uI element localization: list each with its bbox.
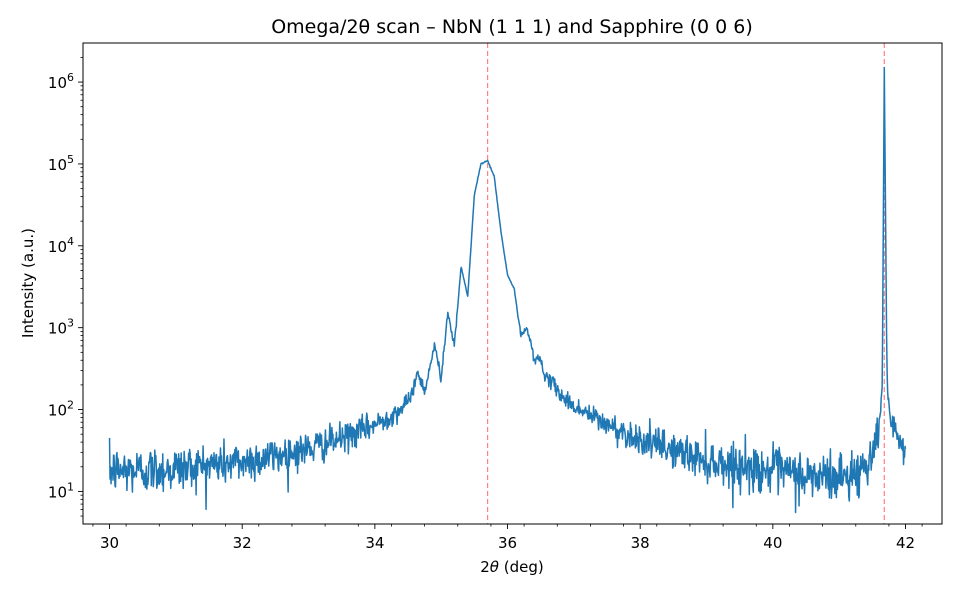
y-tick-label: 104 xyxy=(48,235,74,256)
y-tick-label: 105 xyxy=(48,153,74,174)
series-layer xyxy=(108,66,907,514)
x-tick-label: 32 xyxy=(233,534,252,552)
x-tick-label: 40 xyxy=(763,534,782,552)
x-axis-label-prefix: 2 xyxy=(480,558,490,576)
x-axis-label-symbol: θ xyxy=(490,558,499,576)
y-tick-base: 10 xyxy=(48,483,67,501)
y-tick-exponent: 1 xyxy=(67,480,74,493)
y-tick-base: 10 xyxy=(48,238,67,256)
y-tick-exponent: 3 xyxy=(67,317,74,330)
x-axis-label-suffix: (deg) xyxy=(499,558,544,576)
plot-frame xyxy=(82,42,943,525)
y-tick-exponent: 5 xyxy=(67,153,74,166)
x-axis-label: 2θ (deg) xyxy=(480,558,543,576)
y-tick-label: 101 xyxy=(48,480,74,501)
y-tick-base: 10 xyxy=(48,156,67,174)
y-tick-exponent: 2 xyxy=(67,399,74,412)
x-tick-label: 34 xyxy=(365,534,384,552)
x-tick-label: 30 xyxy=(100,534,119,552)
y-tick-label: 106 xyxy=(48,71,74,92)
y-tick-base: 10 xyxy=(48,320,67,338)
y-tick-base: 10 xyxy=(48,402,67,420)
data-series-line xyxy=(108,66,907,514)
y-axis-label: Intensity (a.u.) xyxy=(19,228,37,338)
y-tick-exponent: 4 xyxy=(67,235,74,248)
x-tick-label: 36 xyxy=(498,534,517,552)
x-tick-label: 42 xyxy=(896,534,915,552)
y-tick-exponent: 6 xyxy=(67,71,74,84)
plot-area xyxy=(83,43,942,524)
x-tick-label: 38 xyxy=(631,534,650,552)
x-axis: 30 32 34 36 38 40 42 xyxy=(82,42,943,552)
y-tick-label: 102 xyxy=(48,399,74,420)
y-tick-label: 103 xyxy=(48,317,74,338)
chart-title: Omega/2θ scan – NbN (1 1 1) and Sapphire… xyxy=(271,16,753,38)
plot-background xyxy=(83,43,942,524)
y-tick-base: 10 xyxy=(48,74,67,92)
